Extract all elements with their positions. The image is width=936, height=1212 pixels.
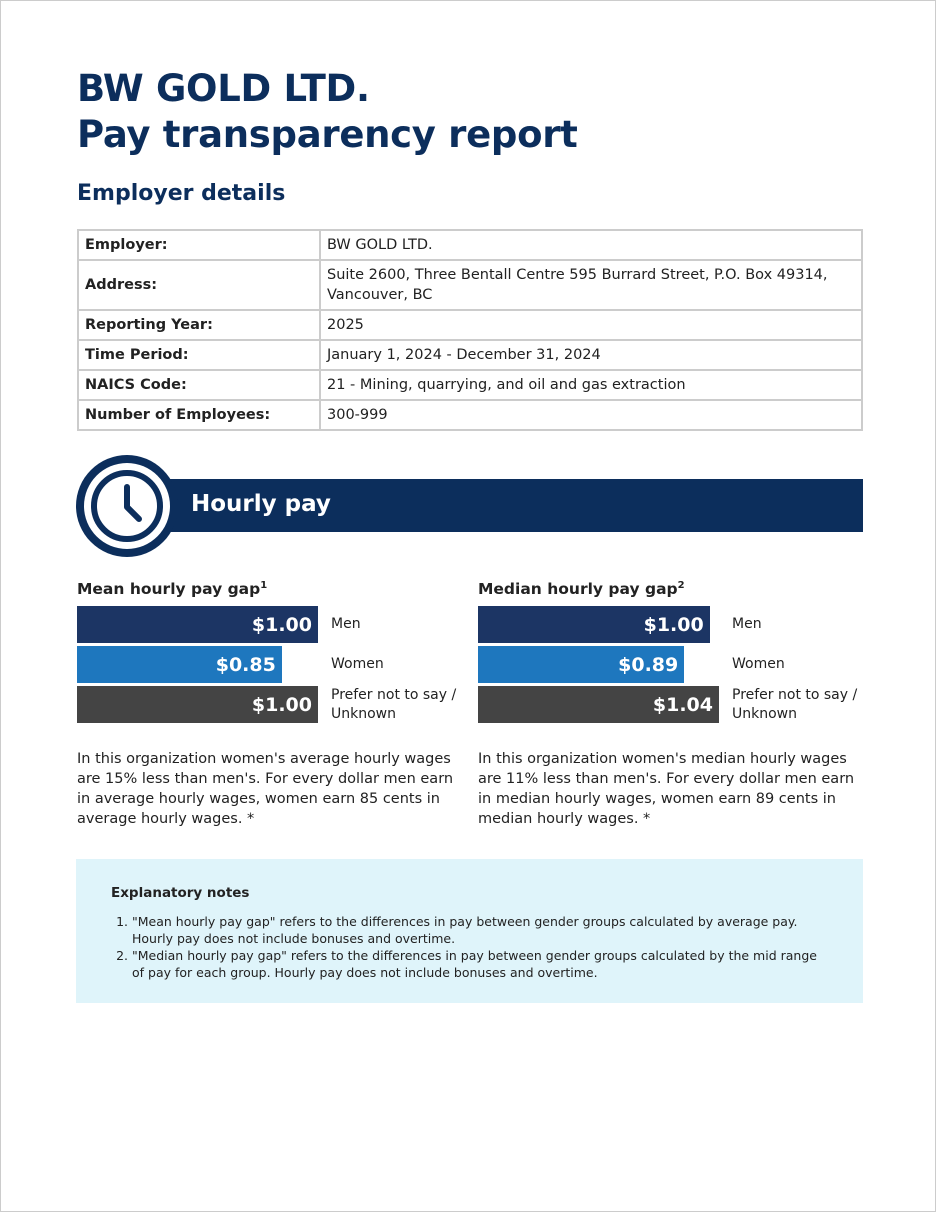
- chart-title-text: Median hourly pay gap: [478, 580, 678, 599]
- bar: [77, 686, 318, 723]
- value-label: $0.85: [215, 654, 276, 676]
- report-title: Pay transparency report: [77, 113, 578, 156]
- table-row: NAICS Code: 21 - Mining, quarrying, and o…: [77, 369, 863, 401]
- clock-icon: [76, 455, 178, 557]
- row-value: 300-999: [319, 399, 863, 431]
- bar-row: $1.00 Men: [77, 606, 467, 646]
- row-label: Employer:: [77, 229, 321, 261]
- bar: [77, 606, 318, 643]
- note-item: "Mean hourly pay gap" refers to the diff…: [132, 913, 828, 947]
- row-label: NAICS Code:: [77, 369, 321, 401]
- details-table: Employer: BW GOLD LTD. Address: Suite 2600,…: [77, 229, 863, 431]
- row-value: Suite 2600, Three Bentall Centre 595 Bur…: [319, 259, 863, 311]
- row-value: 21 - Mining, quarrying, and oil and gas …: [319, 369, 863, 401]
- row-value: 2025: [319, 309, 863, 341]
- category-label: Women: [331, 656, 384, 672]
- bar: [478, 606, 710, 643]
- table-row: Time Period: January 1, 2024 - December 3…: [77, 339, 863, 371]
- chart-title: Mean hourly pay gap1: [77, 571, 467, 606]
- value-label: $1.00: [251, 694, 312, 716]
- chart-title-text: Mean hourly pay gap: [77, 580, 261, 599]
- row-label: Time Period:: [77, 339, 321, 371]
- company-name: BW GOLD LTD.: [77, 67, 370, 110]
- summary-text: In this organization women's average hou…: [77, 751, 454, 827]
- bar-row: $1.00 Prefer not to say / Unknown: [77, 686, 467, 726]
- chart-title: Median hourly pay gap2: [478, 571, 868, 606]
- category-label: Women: [732, 656, 785, 672]
- category-label: Men: [732, 616, 762, 632]
- notes-box: Explanatory notes "Mean hourly pay gap" …: [76, 859, 863, 1003]
- notes-title: Explanatory notes: [111, 885, 250, 901]
- notes-list: "Mean hourly pay gap" refers to the diff…: [111, 913, 828, 981]
- value-label: $1.04: [652, 694, 713, 716]
- row-label: Reporting Year:: [77, 309, 321, 341]
- value-label: $0.89: [618, 654, 679, 676]
- bar-row: $0.85 Women: [77, 646, 467, 686]
- bar-chart: Median hourly pay gap2 $1.00 Men $0.89 Women…: [478, 571, 868, 726]
- row-label: Address:: [77, 259, 321, 311]
- row-value: January 1, 2024 - December 31, 2024: [319, 339, 863, 371]
- bar: [478, 686, 719, 723]
- category-label: Prefer not to say / Unknown: [331, 686, 457, 722]
- bar: [77, 646, 282, 683]
- summary-text: In this organization women's median hour…: [478, 751, 855, 827]
- section-heading: Employer details: [77, 181, 286, 206]
- table-row: Address: Suite 2600, Three Bentall Centre…: [77, 259, 863, 311]
- table-row: Employer: BW GOLD LTD.: [77, 229, 863, 261]
- category-label: Men: [331, 616, 361, 632]
- table-row: Number of Employees: 300-999: [77, 399, 863, 431]
- bar-row: $1.00 Men: [478, 606, 868, 646]
- bar-row: $1.04 Prefer not to say / Unknown: [478, 686, 868, 726]
- row-label: Number of Employees:: [77, 399, 321, 431]
- row-value: BW GOLD LTD.: [319, 229, 863, 261]
- note-item: "Median hourly pay gap" refers to the di…: [132, 947, 828, 981]
- bar-chart: Mean hourly pay gap1 $1.00 Men $0.85 Women $1…: [77, 571, 467, 726]
- footnote-ref: 2: [677, 580, 685, 591]
- table-row: Reporting Year: 2025: [77, 309, 863, 341]
- value-label: $1.00: [643, 614, 704, 636]
- category-label: Prefer not to say / Unknown: [732, 686, 858, 722]
- banner: [127, 479, 863, 532]
- footnote-ref: 1: [260, 580, 268, 591]
- bar-row: $0.89 Women: [478, 646, 868, 686]
- value-label: $1.00: [251, 614, 312, 636]
- section-title: Hourly pay: [191, 491, 331, 517]
- bar: [478, 646, 685, 683]
